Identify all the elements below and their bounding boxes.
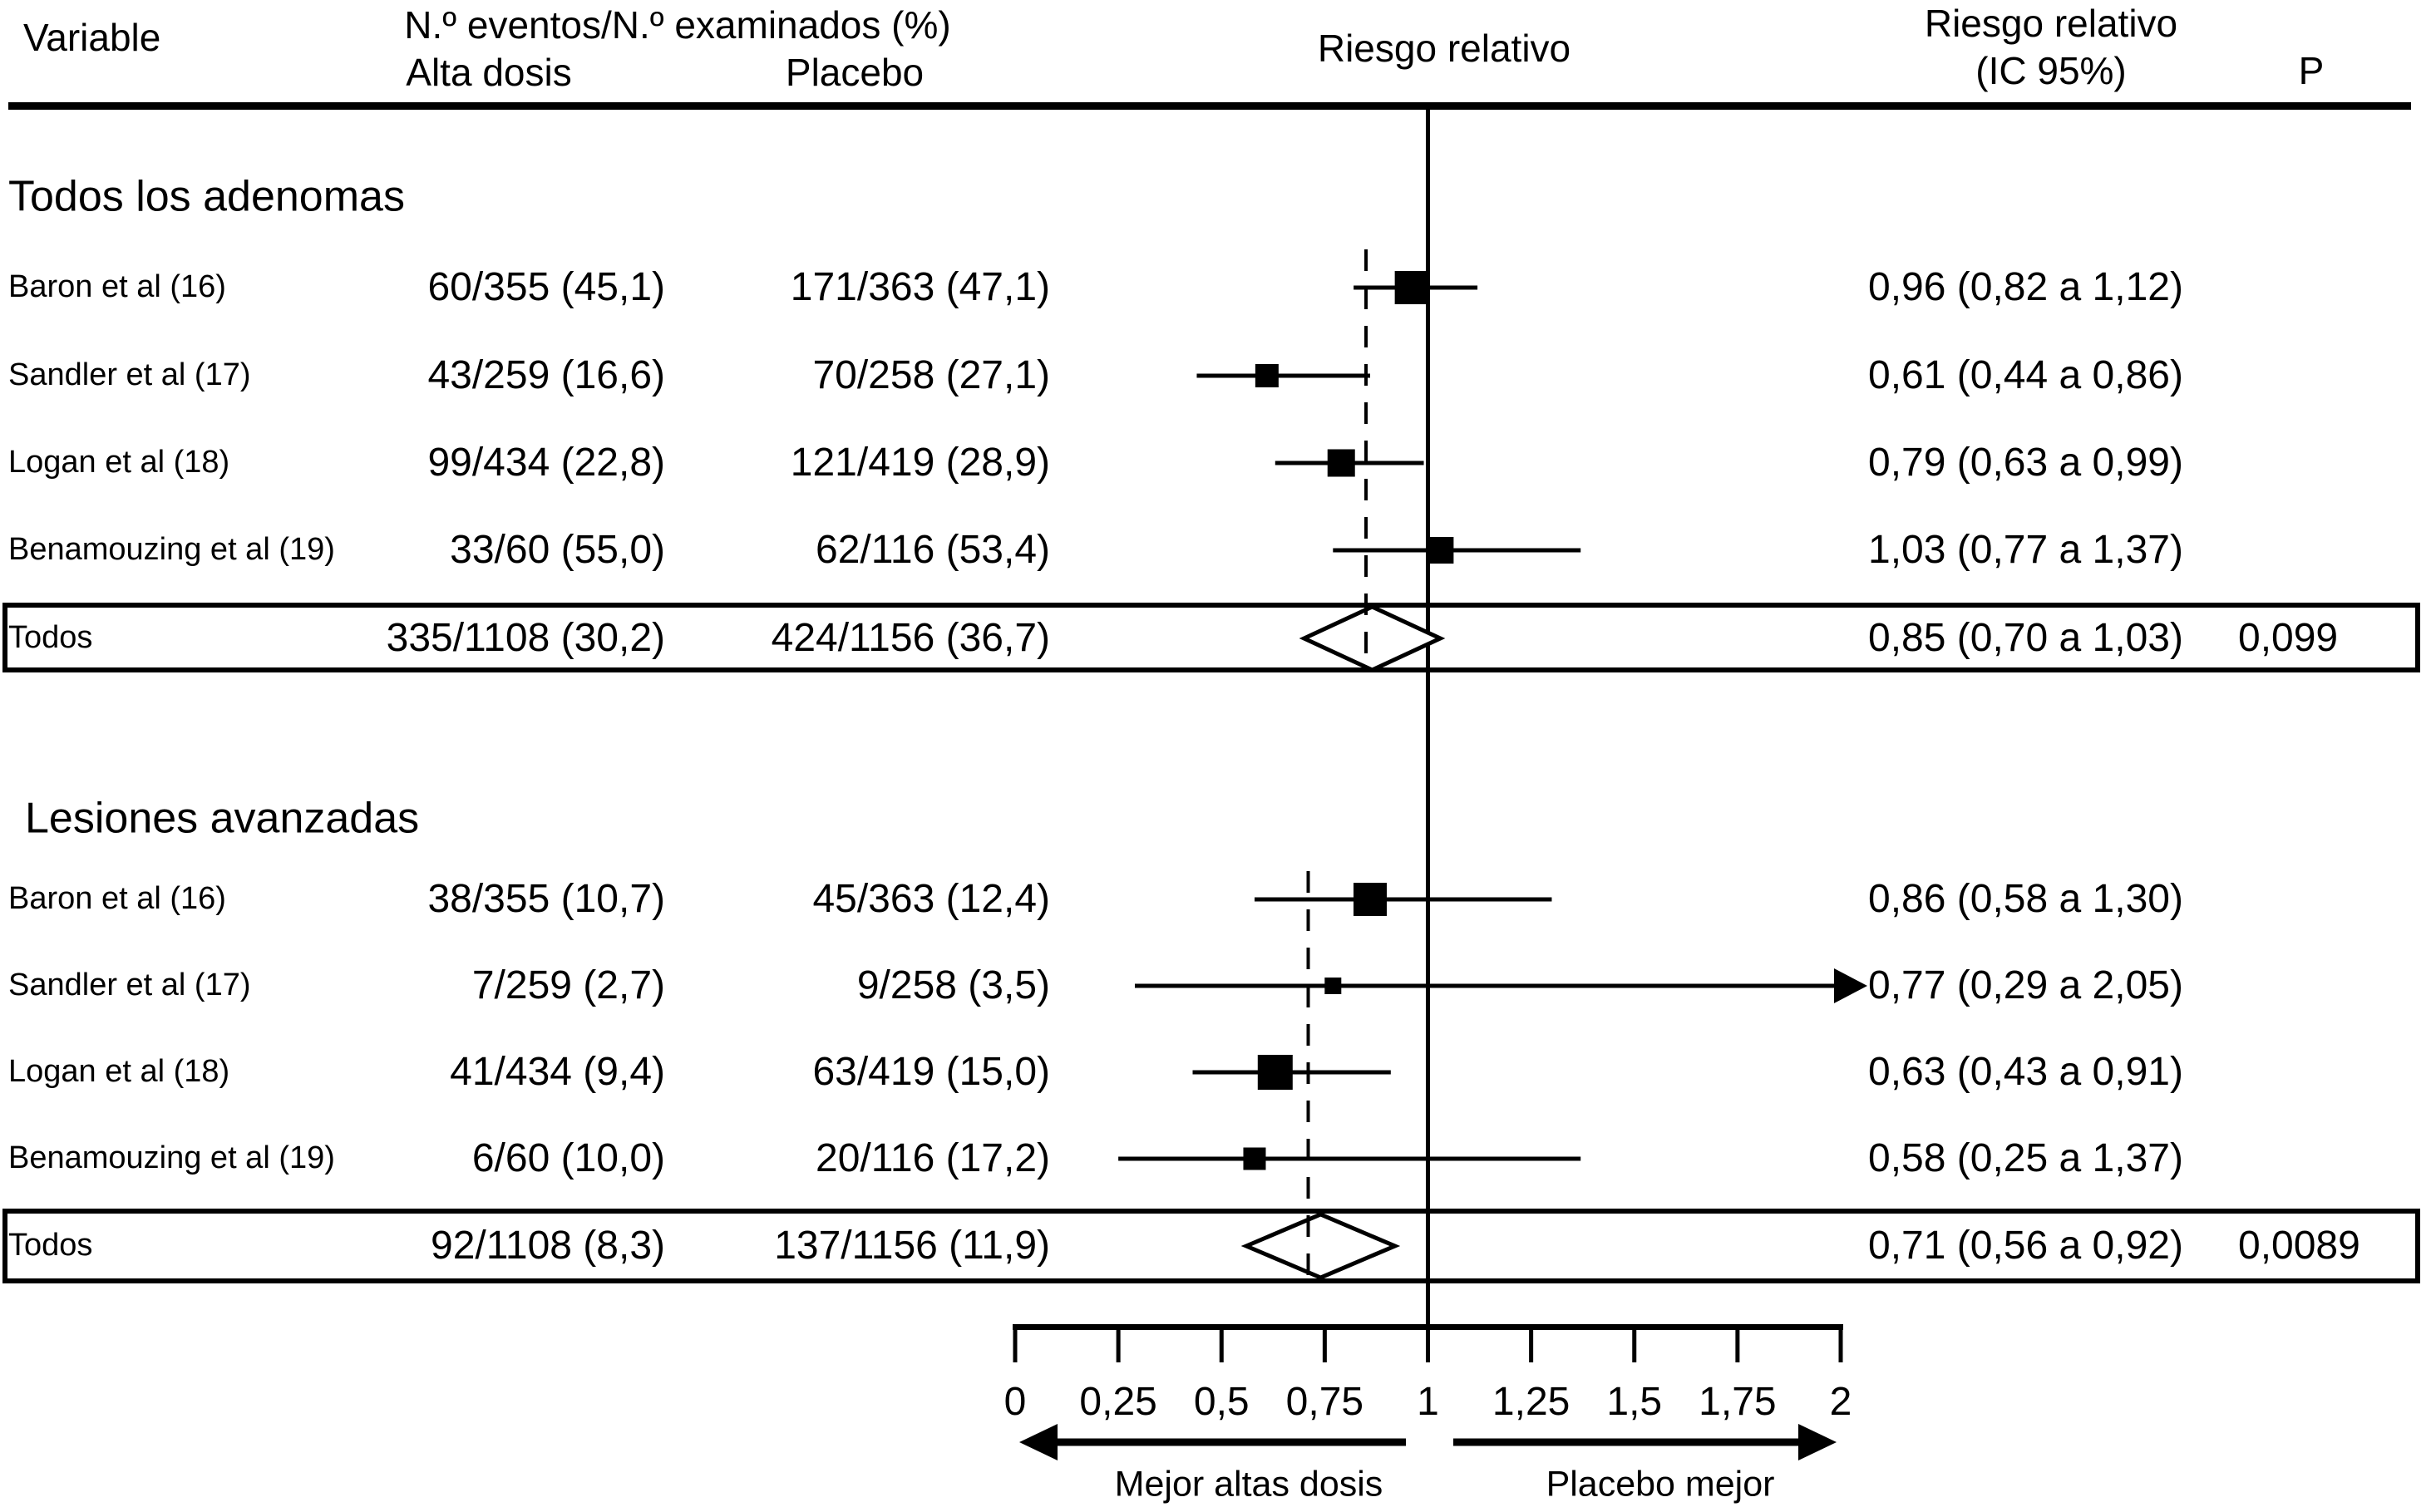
- x-axis-tick-label: 1: [1417, 1379, 1439, 1424]
- column-header-riesgo-relativo-ci-line2: (IC 95%): [1975, 48, 2127, 92]
- column-header-riesgo-relativo-plot: Riesgo relativo: [1317, 26, 1571, 70]
- direction-label-right: Placebo mejor: [1546, 1464, 1775, 1505]
- rr-ci-value: 0,79 (0,63 a 0,99): [1868, 440, 2183, 485]
- rr-ci-value: 0,61 (0,44 a 0,86): [1868, 352, 2183, 397]
- events-placebo-value: 20/116 (17,2): [816, 1135, 1050, 1180]
- summary-diamond: [1299, 604, 1446, 672]
- summary-p-value: 0,0089: [2238, 1223, 2360, 1268]
- study-label: Baron et al (16): [8, 269, 226, 305]
- events-placebo-value: 121/419 (28,9): [790, 440, 1050, 485]
- rr-ci-value: 0,86 (0,58 a 1,30): [1868, 876, 2183, 921]
- x-axis-tick-label: 1,5: [1606, 1379, 1663, 1424]
- study-label: Sandler et al (17): [8, 968, 251, 1003]
- summary-placebo-value: 137/1156 (11,9): [774, 1223, 1050, 1268]
- x-axis-tick: [1632, 1324, 1637, 1362]
- section-heading: Todos los adenomas: [8, 172, 405, 221]
- column-header-p-value: P: [2298, 48, 2325, 92]
- events-placebo-value: 70/258 (27,1): [812, 352, 1050, 397]
- events-alta-value: 38/355 (10,7): [427, 876, 665, 921]
- x-axis-tick-label: 0,75: [1285, 1379, 1364, 1424]
- point-estimate-square: [1327, 449, 1355, 477]
- x-axis-tick-label: 1,25: [1492, 1379, 1571, 1424]
- events-alta-value: 7/259 (2,7): [471, 963, 665, 1007]
- events-alta-value: 60/355 (45,1): [427, 264, 665, 309]
- left-arrowhead-icon: [1019, 1424, 1058, 1460]
- x-axis-tick-label: 0: [1003, 1379, 1027, 1424]
- summary-placebo-value: 424/1156 (36,7): [771, 615, 1050, 660]
- point-estimate-square: [1243, 1147, 1266, 1170]
- events-alta-value: 43/259 (16,6): [427, 352, 665, 397]
- x-axis-tick: [1013, 1324, 1018, 1362]
- rr-ci-value: 0,63 (0,43 a 0,91): [1868, 1049, 2183, 1094]
- rr-ci-value: 0,96 (0,82 a 1,12): [1868, 264, 2183, 309]
- x-axis-tick: [1838, 1324, 1843, 1362]
- point-estimate-square: [1353, 883, 1387, 916]
- right-arrowhead-icon: [1798, 1424, 1837, 1460]
- study-label: Benamouzing et al (19): [8, 1140, 335, 1176]
- summary-alta-value: 92/1108 (8,3): [431, 1223, 665, 1268]
- x-axis-tick-label: 0,25: [1079, 1379, 1157, 1424]
- events-placebo-value: 62/116 (53,4): [816, 527, 1050, 572]
- events-placebo-value: 171/363 (47,1): [790, 264, 1050, 309]
- x-axis-tick: [1735, 1324, 1740, 1362]
- column-header-alta-dosis: Alta dosis: [406, 50, 572, 94]
- point-estimate-square: [1257, 1055, 1293, 1090]
- study-label: Logan et al (18): [8, 445, 230, 480]
- events-alta-value: 33/60 (55,0): [450, 527, 665, 572]
- direction-label-left: Mejor altas dosis: [1114, 1464, 1383, 1505]
- point-estimate-square: [1255, 364, 1279, 387]
- x-axis-tick: [1322, 1324, 1327, 1362]
- point-estimate-square: [1427, 537, 1454, 564]
- reference-line-rr-1: [1426, 109, 1430, 1328]
- study-label: Sandler et al (17): [8, 357, 251, 393]
- column-header-placebo: Placebo: [785, 50, 925, 94]
- x-axis-tick: [1116, 1324, 1121, 1362]
- column-header-riesgo-relativo-ci-line1: Riesgo relativo: [1924, 1, 2178, 45]
- summary-label: Todos: [8, 620, 93, 656]
- section-heading: Lesiones avanzadas: [25, 794, 420, 843]
- summary-rr-ci-value: 0,71 (0,56 a 0,92): [1868, 1223, 2183, 1268]
- events-alta-value: 99/434 (22,8): [427, 440, 665, 485]
- events-placebo-value: 9/258 (3,5): [856, 963, 1050, 1007]
- x-axis-tick: [1219, 1324, 1224, 1362]
- events-alta-value: 41/434 (9,4): [450, 1049, 665, 1094]
- x-axis-tick: [1426, 1324, 1430, 1362]
- column-header-events: N.º eventos/N.º examinados (%): [404, 2, 951, 47]
- summary-label: Todos: [8, 1228, 93, 1263]
- column-header-variable: Variable: [23, 15, 161, 59]
- study-label: Benamouzing et al (19): [8, 532, 335, 568]
- ci-arrowhead-right: [1834, 968, 1867, 1003]
- study-label: Baron et al (16): [8, 881, 226, 917]
- rr-ci-value: 1,03 (0,77 a 1,37): [1868, 527, 2183, 572]
- header-rule: [8, 102, 2411, 110]
- x-axis-tick-label: 1,75: [1699, 1379, 1777, 1424]
- x-axis-tick-label: 0,5: [1193, 1379, 1250, 1424]
- rr-ci-value: 0,58 (0,25 a 1,37): [1868, 1135, 2183, 1180]
- events-alta-value: 6/60 (10,0): [471, 1135, 665, 1180]
- x-axis-tick-label: 2: [1829, 1379, 1852, 1424]
- summary-diamond: [1240, 1212, 1401, 1280]
- summary-rr-ci-value: 0,85 (0,70 a 1,03): [1868, 615, 2183, 660]
- events-placebo-value: 45/363 (12,4): [812, 876, 1050, 921]
- summary-box: [2, 1209, 2420, 1283]
- summary-p-value: 0,099: [2238, 615, 2339, 660]
- x-axis-tick: [1529, 1324, 1534, 1362]
- rr-ci-value: 0,77 (0,29 a 2,05): [1868, 963, 2183, 1007]
- events-placebo-value: 63/419 (15,0): [812, 1049, 1050, 1094]
- point-estimate-square: [1324, 978, 1342, 994]
- summary-box: [2, 603, 2420, 672]
- summary-alta-value: 335/1108 (30,2): [386, 615, 665, 660]
- study-label: Logan et al (18): [8, 1054, 230, 1090]
- point-estimate-square: [1394, 271, 1428, 304]
